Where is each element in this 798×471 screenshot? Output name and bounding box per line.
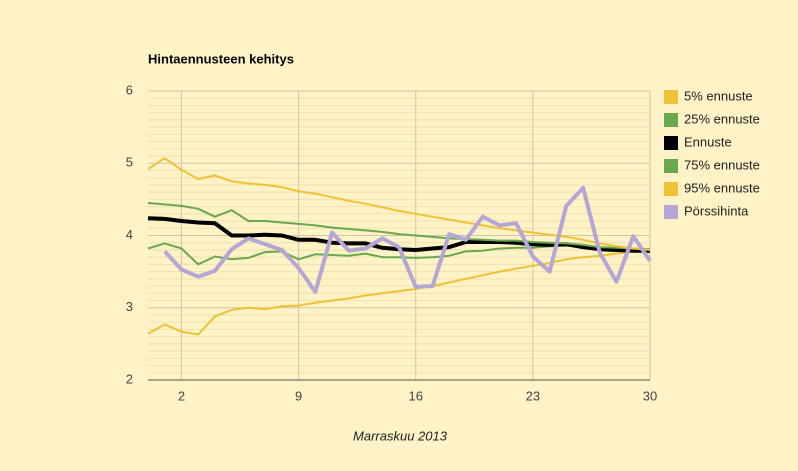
y-tick-label: 2 (126, 371, 133, 386)
legend-swatch (664, 136, 678, 150)
legend-label: 25% ennuste (684, 111, 760, 126)
y-tick-label: 5 (126, 155, 133, 170)
y-tick-label: 3 (126, 299, 133, 314)
series-line (147, 249, 651, 336)
chart-title: Hintaennusteen kehitys (148, 51, 294, 66)
legend-swatch (664, 90, 678, 104)
legend-label: Ennuste (684, 134, 732, 149)
series-line (163, 185, 652, 294)
legend-swatch (664, 113, 678, 127)
x-tick-label: 9 (295, 388, 302, 403)
x-tick-label: 30 (643, 388, 657, 403)
legend-label: 95% ennuste (684, 180, 760, 195)
x-axis-label: Marraskuu 2013 (353, 428, 448, 443)
y-tick-label: 6 (126, 82, 133, 97)
legend-label: Pörssihinta (684, 203, 749, 218)
legend-swatch (664, 182, 678, 196)
x-tick-label: 23 (526, 388, 540, 403)
y-tick-label: 4 (126, 227, 133, 242)
legend-swatch (664, 205, 678, 219)
legend-label: 75% ennuste (684, 157, 760, 172)
x-tick-label: 2 (178, 388, 185, 403)
series-line (147, 157, 651, 251)
legend-swatch (664, 159, 678, 173)
x-tick-label: 16 (408, 388, 422, 403)
series-line (147, 202, 651, 251)
legend-label: 5% ennuste (684, 88, 753, 103)
